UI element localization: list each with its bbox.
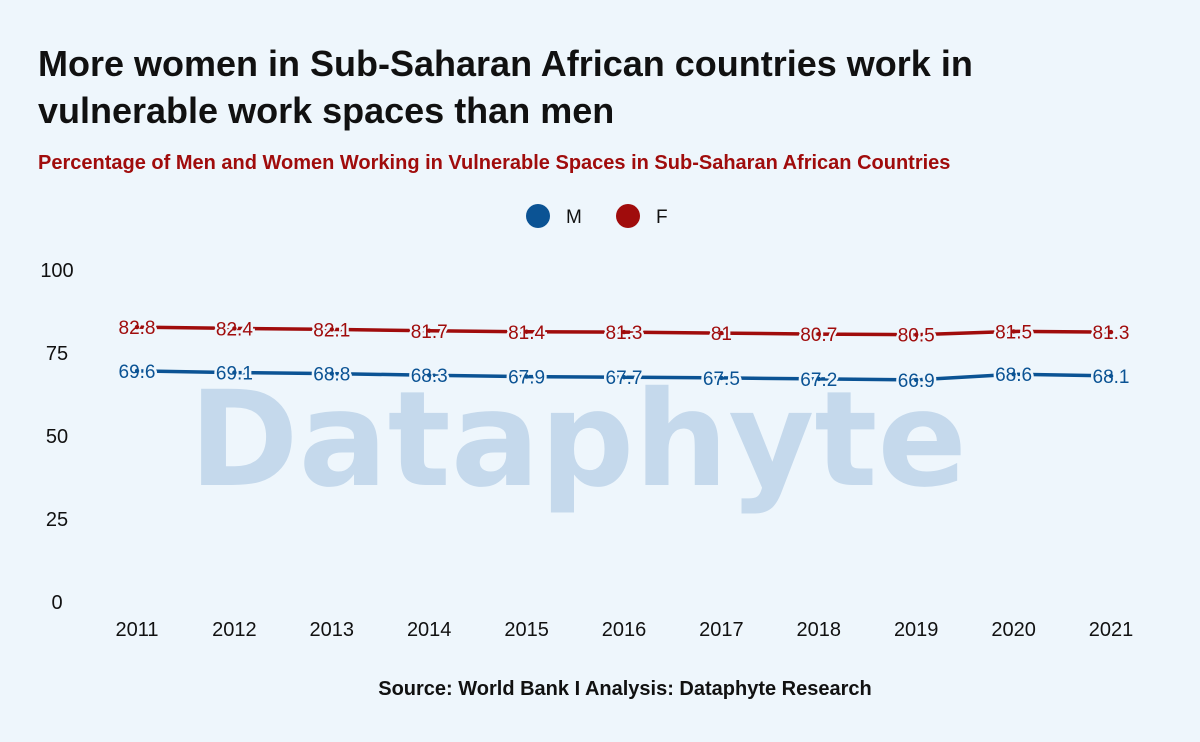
legend-label: M	[566, 207, 582, 228]
data-point[interactable]	[914, 377, 919, 383]
series-F: 82.882.482.181.781.481.38180.780.581.581…	[116, 316, 1132, 350]
data-label: 81.5	[995, 322, 1032, 343]
y-tick-label: 75	[46, 343, 68, 365]
x-tick-label: 2021	[1089, 619, 1134, 641]
source-note: Source: World Bank I Analysis: Dataphyte…	[378, 678, 872, 700]
watermark-logo: Dataphyte	[189, 363, 967, 517]
legend-marker	[616, 204, 640, 228]
data-point[interactable]	[329, 327, 334, 332]
x-tick-label: 2018	[797, 619, 842, 641]
data-point[interactable]	[232, 370, 237, 375]
y-tick-label: 50	[46, 426, 68, 448]
data-point[interactable]	[914, 332, 919, 337]
chart-title: More women in Sub-Saharan African countr…	[38, 43, 973, 131]
data-label: 81.3	[606, 323, 643, 344]
x-tick-label: 2015	[504, 619, 549, 641]
data-point[interactable]	[816, 331, 821, 337]
data-point[interactable]	[134, 368, 140, 374]
data-point[interactable]	[427, 373, 432, 378]
legend-label: F	[656, 207, 668, 228]
data-point[interactable]	[1108, 373, 1114, 379]
x-tick-label: 2017	[699, 619, 744, 641]
y-tick-label: 0	[51, 592, 62, 614]
x-tick-label: 2012	[212, 619, 257, 641]
x-tick-label: 2013	[310, 619, 355, 641]
x-tick-label: 2016	[602, 619, 647, 641]
data-point[interactable]	[1011, 372, 1016, 377]
data-point[interactable]	[232, 326, 237, 331]
x-tick-label: 2011	[115, 619, 158, 641]
y-axis: 0 25 50 75 100	[40, 260, 73, 614]
x-axis: 2011 2012 2013 2014 2015 2016 2017 2018 2019 2020…	[115, 619, 1133, 641]
legend-marker	[526, 204, 550, 228]
series-layer: 69.669.168.868.367.967.767.567.266.968.6…	[116, 316, 1132, 395]
y-tick-label: 100	[40, 260, 73, 282]
data-point[interactable]	[621, 329, 627, 335]
data-point[interactable]	[524, 329, 529, 334]
chart-subtitle: Percentage of Men and Women Working in V…	[38, 152, 951, 174]
data-point[interactable]	[1108, 329, 1114, 335]
data-point[interactable]	[719, 330, 724, 336]
data-point[interactable]	[621, 375, 627, 380]
data-point[interactable]	[1011, 329, 1016, 334]
series-M: 69.669.168.868.367.967.767.567.266.968.6…	[116, 359, 1132, 394]
data-point[interactable]	[524, 374, 529, 379]
x-tick-label: 2020	[991, 619, 1036, 641]
y-tick-label: 25	[46, 509, 68, 531]
x-tick-label: 2014	[407, 619, 452, 641]
x-tick-label: 2019	[894, 619, 939, 641]
data-point[interactable]	[427, 328, 432, 333]
data-point[interactable]	[719, 375, 724, 381]
data-point[interactable]	[134, 324, 140, 330]
data-point[interactable]	[816, 376, 821, 382]
data-point[interactable]	[329, 371, 334, 376]
